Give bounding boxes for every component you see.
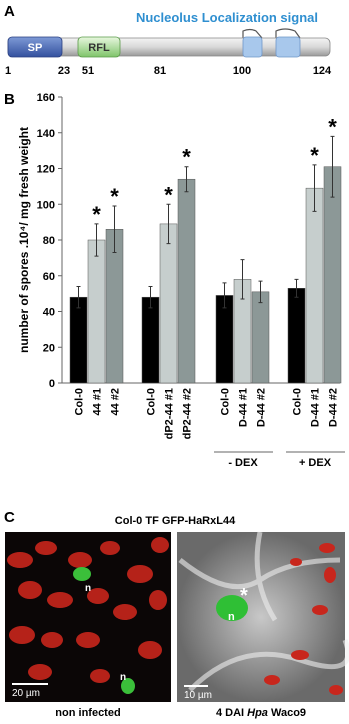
panel-label: B — [4, 91, 15, 108]
error-bar — [240, 259, 245, 300]
nucleus — [216, 595, 248, 621]
position-label: 1 — [5, 65, 11, 77]
significance-marker: * — [164, 182, 173, 207]
domain-label: SP — [28, 42, 43, 54]
y-tick-label: 0 — [49, 378, 55, 390]
error-bar — [294, 278, 299, 298]
chloroplasts — [264, 543, 343, 695]
x-tick-label: D-44 #2 — [256, 388, 268, 427]
sp-domain — [7, 36, 63, 58]
y-tick-label: 160 — [37, 92, 55, 104]
error-bar — [312, 164, 317, 212]
nucleus-label: n — [228, 611, 235, 623]
position-label: 51 — [82, 65, 94, 77]
y-tick-label: 40 — [43, 307, 55, 319]
error-bar — [94, 223, 99, 257]
chloroplasts — [7, 537, 169, 683]
position-label: 81 — [154, 65, 166, 77]
x-tick-label: dP2-44 #1 — [164, 388, 176, 439]
y-tick-label: 140 — [37, 128, 55, 140]
position-label: 124 — [313, 65, 332, 77]
signal-title: Nucleolus Localization signal — [136, 10, 318, 25]
scale-label: 20 µm — [12, 688, 40, 699]
rfl-domain — [77, 36, 121, 58]
y-tick-label: 20 — [43, 342, 55, 354]
bar — [141, 296, 160, 384]
position-label: 100 — [233, 65, 251, 77]
caption: 4 DAI Hpa Waco9 — [216, 707, 306, 719]
error-bar — [330, 135, 335, 198]
panel-c: C Col-0 TF GFP-HaRxL44 n n 20 µm n * 10 … — [4, 509, 349, 719]
treatment-label: - DEX — [228, 457, 258, 469]
treatment-label: + DEX — [299, 457, 332, 469]
nucleus-label: n — [85, 583, 91, 594]
caption-text: 4 DAI — [216, 707, 247, 719]
caption: non infected — [55, 707, 120, 719]
caption-text: Waco9 — [268, 707, 306, 719]
error-bar — [112, 205, 117, 254]
y-tick-label: 120 — [37, 164, 55, 176]
panel-label: C — [4, 509, 15, 526]
y-tick-label: 100 — [37, 199, 55, 211]
error-bar — [222, 282, 227, 309]
error-bar — [148, 285, 153, 309]
nucleus — [73, 567, 91, 581]
x-tick-label: D-44 #1 — [238, 388, 250, 427]
caption-text: non infected — [55, 707, 120, 719]
y-tick-label: 80 — [43, 235, 55, 247]
haustorium-marker: * — [240, 585, 248, 607]
x-tick-label: 44 #1 — [92, 388, 104, 416]
nucleus-label: n — [120, 672, 126, 683]
bar — [251, 291, 270, 384]
bar — [305, 187, 324, 384]
y-tick-label: 60 — [43, 271, 55, 283]
nls-box — [275, 36, 301, 58]
error-bar — [184, 166, 189, 193]
error-bar — [166, 203, 171, 245]
x-tick-label: D-44 #2 — [328, 388, 340, 427]
panel-b: B number of spores .10⁴/ mg fresh weight… — [4, 91, 345, 469]
error-bar — [258, 280, 263, 304]
bar — [323, 166, 342, 384]
error-bar — [76, 285, 81, 309]
panel-title: Col-0 TF GFP-HaRxL44 — [115, 515, 236, 527]
x-tick-label: Col-0 — [292, 388, 304, 416]
bar — [287, 288, 306, 384]
bar — [87, 239, 106, 384]
significance-marker: * — [110, 184, 119, 209]
x-tick-label: Col-0 — [220, 388, 232, 416]
bar — [177, 178, 196, 384]
x-tick-label: Col-0 — [74, 388, 86, 416]
panel-a: A Nucleolus Localization signal SP RFL 1… — [4, 3, 332, 77]
scale-label: 10 µm — [184, 690, 212, 701]
significance-marker: * — [182, 145, 191, 170]
x-tick-label: D-44 #1 — [310, 388, 322, 427]
significance-marker: * — [310, 143, 319, 168]
bar — [69, 296, 88, 384]
caption-text: Hpa — [247, 707, 268, 719]
significance-marker: * — [328, 114, 337, 139]
nucleus — [121, 678, 135, 694]
nls-box — [242, 36, 263, 58]
bar — [159, 223, 178, 384]
signal-bracket — [242, 28, 301, 39]
domain-label: RFL — [88, 42, 110, 54]
bar — [215, 295, 234, 384]
x-tick-label: 44 #2 — [110, 388, 122, 416]
y-axis-label: number of spores .10⁴/ mg fresh weight — [17, 127, 31, 353]
x-tick-label: dP2-44 #2 — [182, 388, 194, 439]
x-tick-label: Col-0 — [146, 388, 158, 416]
position-label: 23 — [58, 65, 70, 77]
panel-label: A — [4, 3, 15, 20]
significance-marker: * — [92, 202, 101, 227]
